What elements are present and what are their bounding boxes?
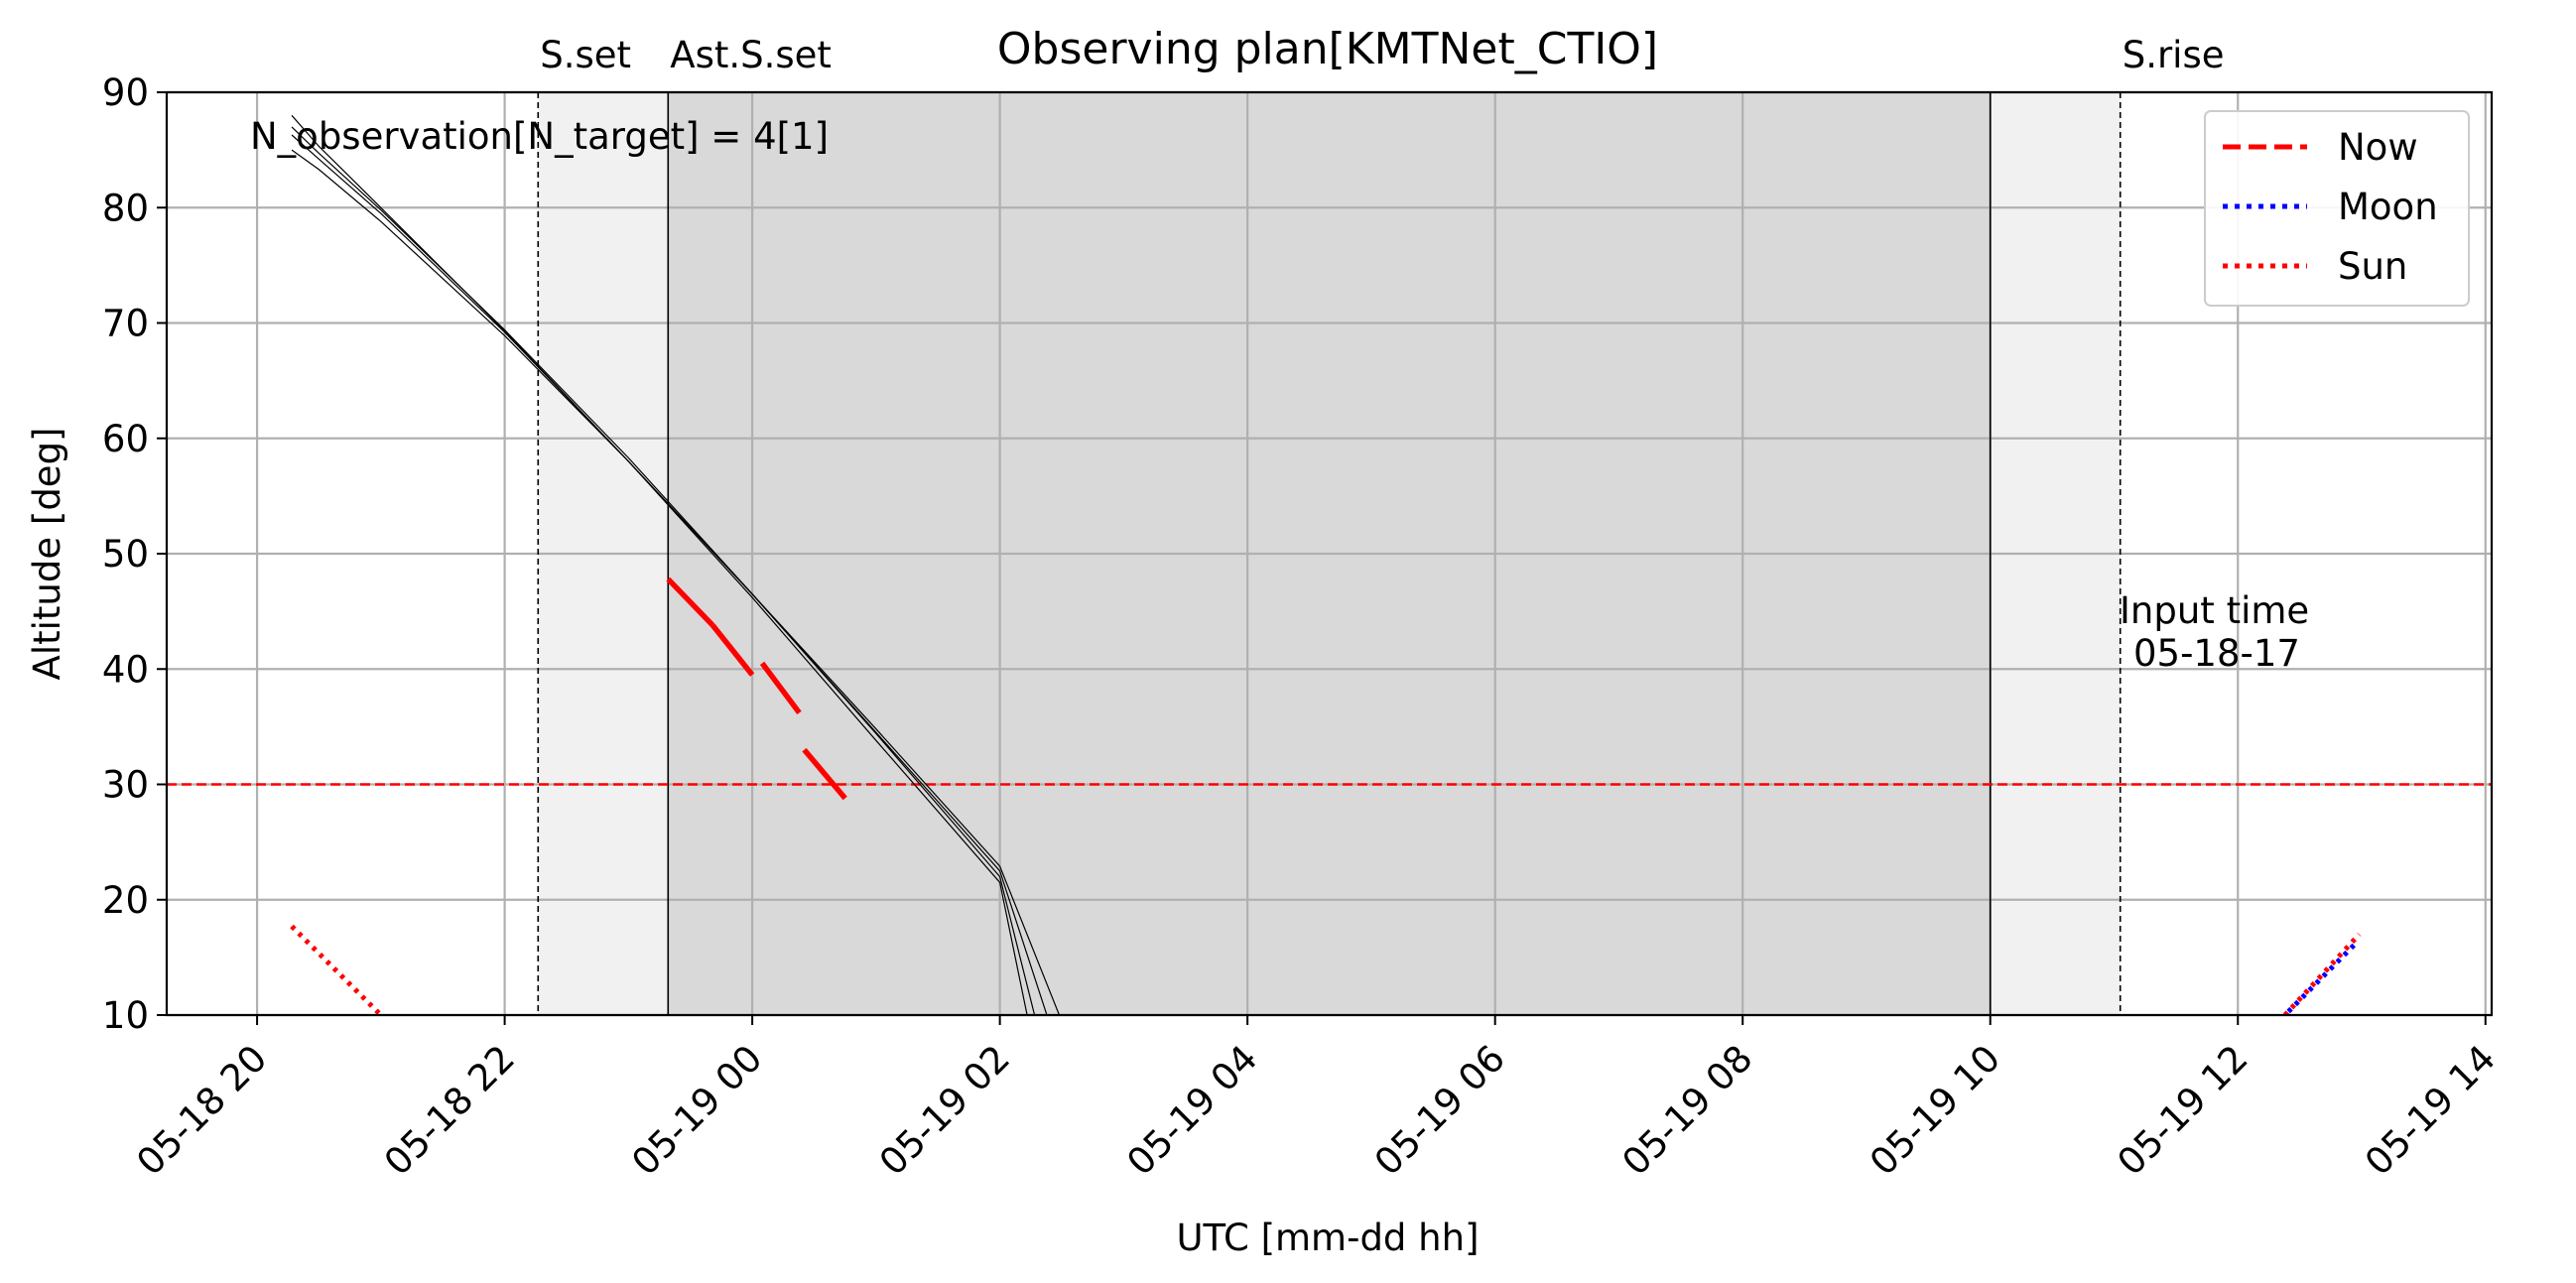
y-tick-label: 10: [102, 994, 149, 1037]
sun-moon-tracks: [290, 924, 2362, 1015]
input-time-value: 05-18-17: [2133, 632, 2300, 675]
x-axis-ticks: 05-18 20 05-18 22 05-19 00 05-19 02 05-19 04…: [128, 1015, 2504, 1184]
observation-segment: [666, 577, 715, 628]
y-axis-ticks: 10 20 30 40 50 60 70 80 90: [102, 71, 167, 1037]
observation-segment: [802, 747, 847, 801]
x-tick-label: 05-19 00: [623, 1037, 770, 1184]
legend: Now Moon Sun: [2204, 110, 2470, 307]
chart-title: Observing plan[KMTNet_CTIO]: [997, 24, 1658, 74]
x-tick-label: 05-19 06: [1366, 1037, 1513, 1184]
observation-segment: [759, 661, 802, 715]
moon-track: [2282, 942, 2358, 1015]
sun-track-evening: [290, 924, 383, 1015]
target-track: [291, 114, 1028, 1015]
y-tick-label: 50: [102, 533, 149, 576]
x-tick-label: 05-19 10: [1862, 1037, 2008, 1184]
legend-sun-label: Sun: [2338, 245, 2407, 288]
target-track: [291, 126, 1036, 1015]
night-event-lines: [537, 92, 2122, 1015]
y-tick-label: 20: [102, 879, 149, 922]
target-tracks: [291, 114, 1061, 1015]
night-event-label: Ast.S.set: [670, 34, 832, 76]
legend-box: [2204, 110, 2470, 307]
x-tick-label: 05-19 14: [2357, 1037, 2504, 1184]
y-tick-label: 30: [102, 764, 149, 807]
x-tick-label: 05-19 08: [1614, 1037, 1761, 1184]
y-tick-label: 90: [102, 71, 149, 114]
legend-now-label: Now: [2338, 126, 2418, 169]
x-tick-label: 05-19 02: [871, 1037, 1018, 1184]
x-tick-label: 05-19 12: [2110, 1037, 2256, 1184]
y-tick-label: 80: [102, 187, 149, 229]
observation-segment: [710, 623, 755, 677]
night-event-label: S.set: [540, 34, 631, 76]
y-tick-label: 40: [102, 648, 149, 691]
observation-segments: [666, 577, 847, 801]
x-tick-label: 05-19 04: [1118, 1037, 1265, 1184]
night-event-label: S.rise: [2123, 34, 2225, 76]
y-tick-label: 70: [102, 303, 149, 345]
night-event-labels: S.set Ast.S.set S.rise: [540, 34, 2224, 76]
x-axis-label: UTC [mm-dd hh]: [1176, 1217, 1479, 1259]
input-time-label: Input time: [2120, 589, 2309, 632]
x-tick-label: 05-18 22: [376, 1037, 523, 1184]
y-tick-label: 60: [102, 418, 149, 460]
legend-moon-label: Moon: [2338, 186, 2438, 228]
x-tick-label: 05-18 20: [128, 1037, 275, 1184]
y-axis-label: Altitude [deg]: [26, 428, 68, 681]
observation-count-annotation: N_observation[N_target] = 4[1]: [250, 115, 829, 158]
sun-track-morning: [2282, 932, 2362, 1015]
